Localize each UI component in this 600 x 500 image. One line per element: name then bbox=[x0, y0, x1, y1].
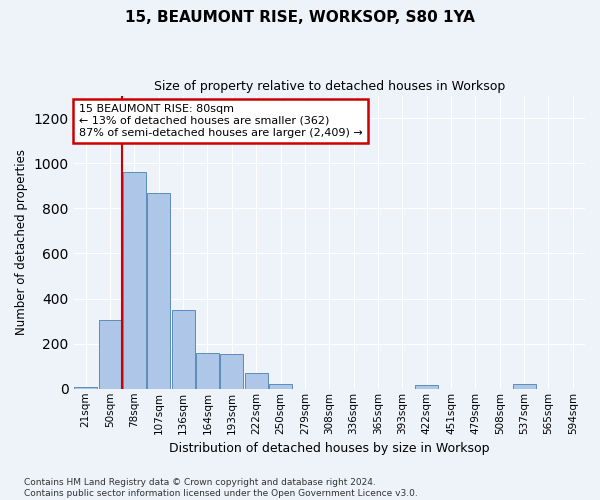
Bar bbox=[415, 386, 438, 389]
Bar bbox=[220, 354, 244, 389]
Bar bbox=[172, 310, 195, 389]
Y-axis label: Number of detached properties: Number of detached properties bbox=[15, 149, 28, 335]
X-axis label: Distribution of detached houses by size in Worksop: Distribution of detached houses by size … bbox=[169, 442, 490, 455]
Title: Size of property relative to detached houses in Worksop: Size of property relative to detached ho… bbox=[154, 80, 505, 93]
Bar bbox=[269, 384, 292, 389]
Bar bbox=[74, 386, 97, 389]
Bar bbox=[147, 192, 170, 389]
Bar bbox=[123, 172, 146, 389]
Bar bbox=[512, 384, 536, 389]
Text: 15 BEAUMONT RISE: 80sqm
← 13% of detached houses are smaller (362)
87% of semi-d: 15 BEAUMONT RISE: 80sqm ← 13% of detache… bbox=[79, 104, 362, 138]
Text: Contains HM Land Registry data © Crown copyright and database right 2024.
Contai: Contains HM Land Registry data © Crown c… bbox=[24, 478, 418, 498]
Bar bbox=[98, 320, 122, 389]
Bar bbox=[245, 373, 268, 389]
Text: 15, BEAUMONT RISE, WORKSOP, S80 1YA: 15, BEAUMONT RISE, WORKSOP, S80 1YA bbox=[125, 10, 475, 25]
Bar bbox=[196, 352, 219, 389]
